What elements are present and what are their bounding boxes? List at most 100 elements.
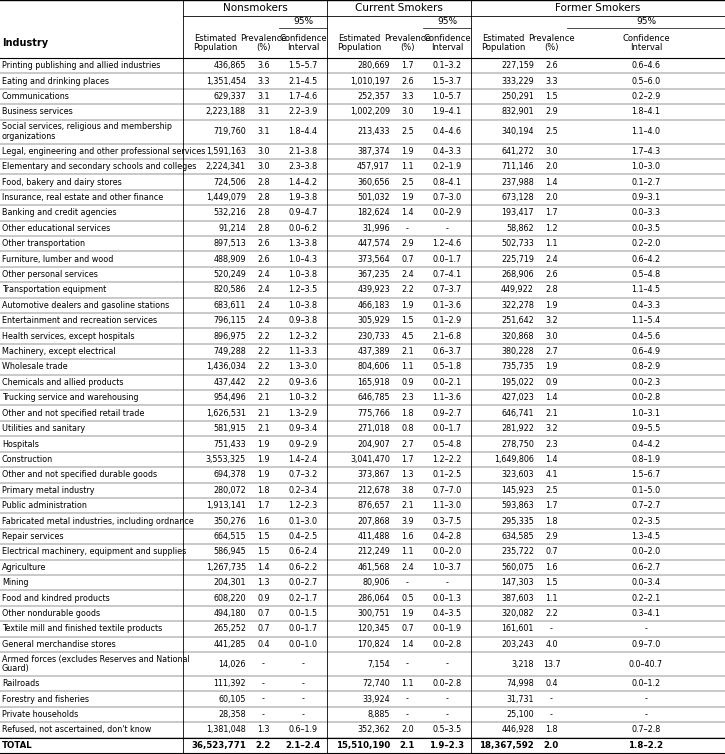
Text: 3.1: 3.1 — [257, 92, 270, 101]
Text: 2.8: 2.8 — [257, 208, 270, 217]
Text: 0.0–6.2: 0.0–6.2 — [289, 224, 318, 233]
Text: 2.2: 2.2 — [545, 609, 558, 618]
Text: Refused, not ascertained, don't know: Refused, not ascertained, don't know — [2, 725, 152, 734]
Text: 0.1–2.7: 0.1–2.7 — [631, 177, 660, 186]
Text: -: - — [302, 710, 304, 719]
Text: 0.5–4.8: 0.5–4.8 — [631, 270, 660, 279]
Text: 2.6: 2.6 — [257, 239, 270, 248]
Text: 1.5–3.7: 1.5–3.7 — [432, 77, 462, 86]
Text: 0.7–3.2: 0.7–3.2 — [289, 470, 318, 480]
Text: 0.2–1.7: 0.2–1.7 — [289, 593, 318, 602]
Text: Estimated
Population: Estimated Population — [194, 34, 238, 52]
Text: 2.6: 2.6 — [545, 270, 558, 279]
Text: -: - — [406, 578, 409, 587]
Text: 0.1–3.6: 0.1–3.6 — [433, 301, 462, 310]
Text: 60,105: 60,105 — [218, 694, 246, 703]
Text: 0.9–5.5: 0.9–5.5 — [631, 424, 660, 433]
Text: 3.0: 3.0 — [401, 107, 414, 116]
Text: 0.0–3.3: 0.0–3.3 — [631, 208, 660, 217]
Text: 719,760: 719,760 — [213, 127, 246, 136]
Text: 2.1: 2.1 — [545, 409, 558, 418]
Text: 58,862: 58,862 — [506, 224, 534, 233]
Text: 673,128: 673,128 — [502, 193, 534, 202]
Text: 461,568: 461,568 — [357, 562, 390, 572]
Text: Estimated
Population: Estimated Population — [481, 34, 526, 52]
Text: 278,750: 278,750 — [501, 440, 534, 449]
Text: 1.0–3.7: 1.0–3.7 — [432, 562, 462, 572]
Text: -: - — [262, 710, 265, 719]
Text: 2.2: 2.2 — [257, 363, 270, 372]
Text: 0.6–2.4: 0.6–2.4 — [289, 547, 318, 556]
Text: Textile mill and finished textile products: Textile mill and finished textile produc… — [2, 624, 162, 633]
Text: 0.0–2.3: 0.0–2.3 — [631, 378, 660, 387]
Text: 147,303: 147,303 — [502, 578, 534, 587]
Text: 1.1: 1.1 — [401, 679, 414, 688]
Text: 3.0: 3.0 — [257, 147, 270, 156]
Text: 320,082: 320,082 — [502, 609, 534, 618]
Text: 0.4–2.5: 0.4–2.5 — [289, 532, 318, 541]
Text: 1.3–2.9: 1.3–2.9 — [289, 409, 318, 418]
Text: 0.7–3.7: 0.7–3.7 — [432, 286, 462, 294]
Text: 2.8: 2.8 — [257, 177, 270, 186]
Text: 2.6: 2.6 — [257, 255, 270, 264]
Text: 3.3: 3.3 — [401, 92, 414, 101]
Text: 1.3: 1.3 — [257, 725, 270, 734]
Text: 1.8: 1.8 — [545, 725, 558, 734]
Text: 286,064: 286,064 — [357, 593, 390, 602]
Text: 80,906: 80,906 — [362, 578, 390, 587]
Text: 1,591,163: 1,591,163 — [206, 147, 246, 156]
Text: 300,751: 300,751 — [357, 609, 390, 618]
Text: 1.3–3.8: 1.3–3.8 — [289, 239, 318, 248]
Text: Health services, except hospitals: Health services, except hospitals — [2, 332, 135, 341]
Text: Printing publishing and allied industries: Printing publishing and allied industrie… — [2, 61, 160, 70]
Text: 1.8: 1.8 — [401, 409, 414, 418]
Text: 4.5: 4.5 — [401, 332, 414, 341]
Text: 0.6–4.9: 0.6–4.9 — [631, 347, 660, 356]
Text: 0.5–6.0: 0.5–6.0 — [631, 77, 660, 86]
Text: 0.0–1.7: 0.0–1.7 — [289, 624, 318, 633]
Text: Legal, engineering and other professional services: Legal, engineering and other professiona… — [2, 147, 205, 156]
Text: Hospitals: Hospitals — [2, 440, 39, 449]
Text: 2.0: 2.0 — [545, 162, 558, 171]
Text: 2.8: 2.8 — [257, 193, 270, 202]
Text: 0.0–1.2: 0.0–1.2 — [631, 679, 660, 688]
Text: 0.1–5.0: 0.1–5.0 — [631, 486, 660, 495]
Text: 235,722: 235,722 — [501, 547, 534, 556]
Text: 1.9: 1.9 — [401, 301, 414, 310]
Text: 1.5: 1.5 — [545, 92, 558, 101]
Text: 2.8: 2.8 — [257, 224, 270, 233]
Text: 193,417: 193,417 — [502, 208, 534, 217]
Text: 380,228: 380,228 — [502, 347, 534, 356]
Text: Prevalence
(%): Prevalence (%) — [529, 34, 575, 52]
Text: 0.2–3.4: 0.2–3.4 — [289, 486, 318, 495]
Text: 1,010,197: 1,010,197 — [350, 77, 390, 86]
Text: 305,929: 305,929 — [357, 316, 390, 325]
Text: 447,574: 447,574 — [357, 239, 390, 248]
Text: 1,381,048: 1,381,048 — [206, 725, 246, 734]
Text: 1.9: 1.9 — [401, 609, 414, 618]
Text: 225,719: 225,719 — [501, 255, 534, 264]
Text: 320,868: 320,868 — [502, 332, 534, 341]
Text: 237,988: 237,988 — [501, 177, 534, 186]
Text: 1.7: 1.7 — [545, 208, 558, 217]
Text: 1.8–4.1: 1.8–4.1 — [631, 107, 660, 116]
Text: 427,023: 427,023 — [501, 394, 534, 403]
Text: 1.6: 1.6 — [257, 516, 270, 526]
Text: -: - — [645, 694, 647, 703]
Text: 532,216: 532,216 — [213, 208, 246, 217]
Text: 2.7: 2.7 — [545, 347, 558, 356]
Text: 1.1: 1.1 — [545, 593, 558, 602]
Text: Forestry and fisheries: Forestry and fisheries — [2, 694, 89, 703]
Text: -: - — [446, 224, 449, 233]
Text: 2.1–4.5: 2.1–4.5 — [289, 77, 318, 86]
Text: 387,603: 387,603 — [502, 593, 534, 602]
Text: 0.7–4.1: 0.7–4.1 — [432, 270, 462, 279]
Text: 281,922: 281,922 — [501, 424, 534, 433]
Text: 1.5–6.7: 1.5–6.7 — [631, 470, 660, 480]
Text: 441,285: 441,285 — [213, 640, 246, 649]
Text: 2.1: 2.1 — [399, 740, 415, 749]
Text: Prevalence
(%): Prevalence (%) — [240, 34, 287, 52]
Text: 0.9–2.7: 0.9–2.7 — [432, 409, 462, 418]
Text: 3.6: 3.6 — [257, 61, 270, 70]
Text: 1.2: 1.2 — [545, 224, 558, 233]
